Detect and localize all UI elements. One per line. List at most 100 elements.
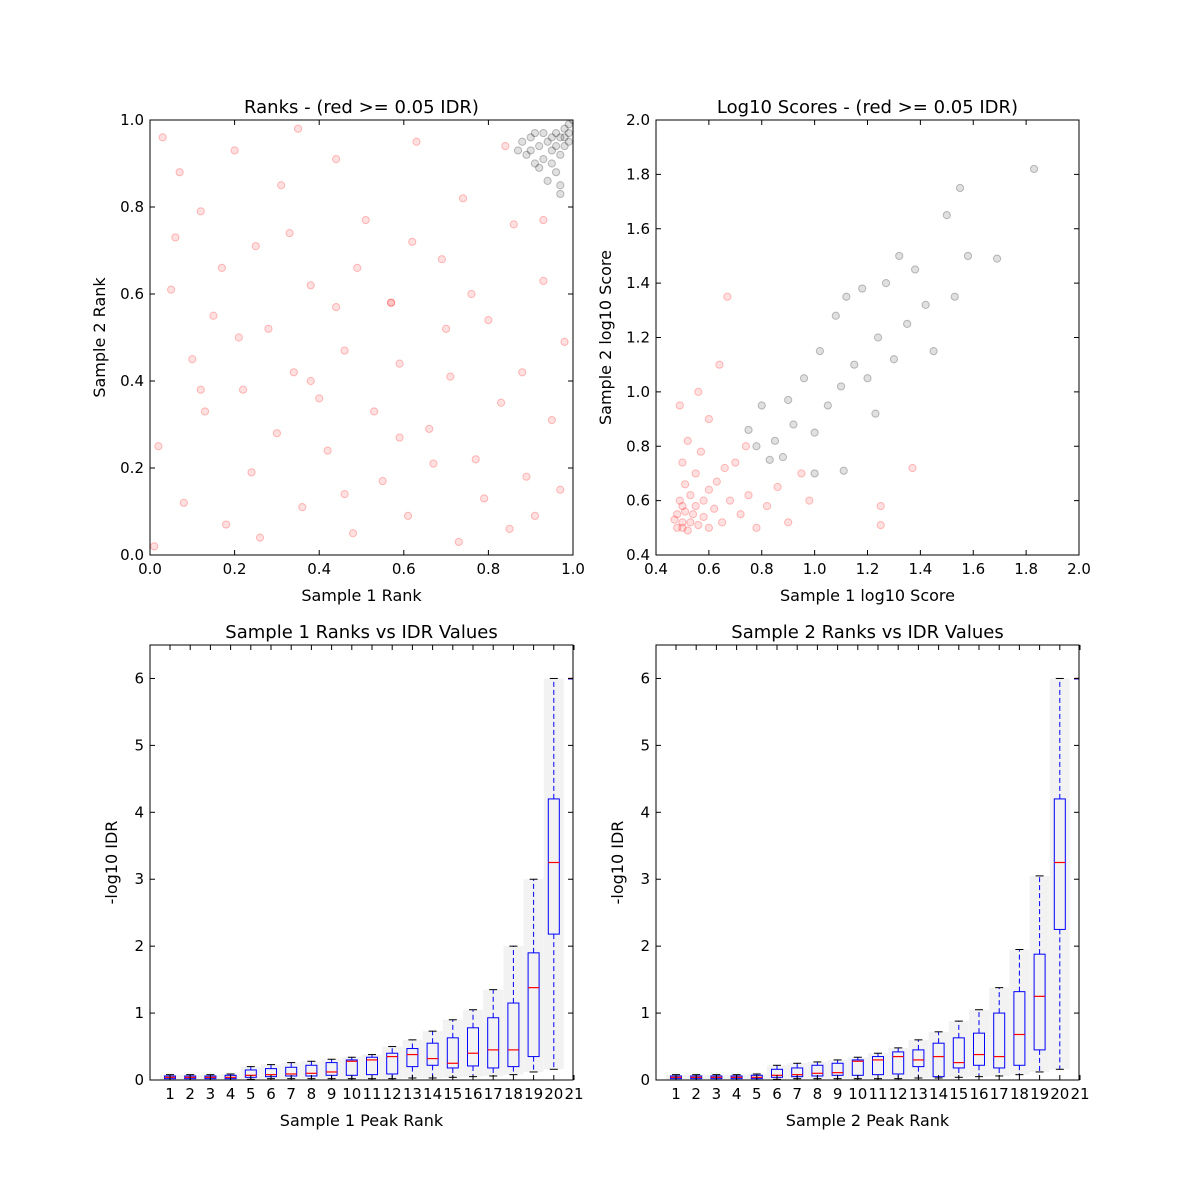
data-point bbox=[752, 523, 761, 532]
data-point bbox=[992, 254, 1002, 263]
data-point bbox=[412, 137, 421, 146]
y-tick-label: 0.8 bbox=[120, 198, 144, 216]
y-tick-label: 1 bbox=[640, 1004, 650, 1022]
data-point bbox=[704, 523, 713, 532]
box-body bbox=[892, 1051, 905, 1075]
data-point bbox=[535, 163, 544, 172]
x-tick-label: 7 bbox=[792, 1085, 802, 1103]
y-tick-label: 0.4 bbox=[626, 546, 650, 564]
data-point bbox=[678, 501, 687, 511]
x-tick-label: 16 bbox=[463, 1085, 482, 1103]
data-point bbox=[551, 128, 561, 138]
data-point bbox=[686, 518, 695, 527]
data-point bbox=[539, 128, 548, 138]
x-tick-label: 1 bbox=[165, 1085, 175, 1103]
x-tick-label: 21 bbox=[1070, 1085, 1089, 1103]
x-tick-label: 20 bbox=[544, 1085, 563, 1103]
data-point bbox=[744, 425, 753, 435]
data-point bbox=[230, 146, 239, 155]
data-point bbox=[484, 316, 493, 325]
data-point bbox=[518, 368, 527, 377]
data-point bbox=[921, 300, 930, 309]
data-point bbox=[530, 128, 540, 138]
x-tick-label: 18 bbox=[1010, 1085, 1029, 1103]
data-point bbox=[773, 482, 782, 492]
data-point bbox=[757, 401, 766, 410]
x-tick-label: 11 bbox=[868, 1085, 887, 1103]
data-point bbox=[752, 442, 761, 451]
x-axis-label: Sample 1 log10 Score bbox=[780, 586, 955, 605]
data-point bbox=[467, 289, 476, 299]
x-tick-label: 12 bbox=[889, 1085, 908, 1103]
data-point bbox=[348, 529, 358, 538]
data-point bbox=[298, 503, 307, 512]
y-axis-label: -log10 IDR bbox=[608, 821, 627, 905]
density-band bbox=[483, 989, 504, 1076]
data-point bbox=[699, 512, 708, 522]
data-point bbox=[805, 496, 814, 505]
y-tick-label: 0.8 bbox=[626, 437, 650, 455]
x-tick-label: 2 bbox=[185, 1085, 195, 1103]
data-point bbox=[158, 133, 167, 142]
data-point bbox=[332, 302, 341, 312]
y-tick-label: 0 bbox=[640, 1071, 650, 1089]
density-band bbox=[503, 946, 524, 1075]
data-point bbox=[673, 523, 682, 532]
data-point bbox=[564, 120, 573, 129]
data-point bbox=[691, 501, 700, 511]
y-tick-label: 0 bbox=[134, 1071, 144, 1089]
data-point bbox=[387, 298, 396, 307]
data-point bbox=[272, 429, 281, 438]
data-point bbox=[696, 447, 706, 456]
data-point bbox=[217, 263, 227, 272]
x-tick-label: 19 bbox=[1030, 1085, 1049, 1103]
x-tick-label: 18 bbox=[504, 1085, 523, 1103]
plot-frame bbox=[149, 119, 574, 556]
data-point bbox=[378, 476, 387, 486]
data-point bbox=[543, 137, 552, 146]
data-point bbox=[810, 428, 819, 437]
data-point bbox=[704, 485, 713, 494]
data-point bbox=[910, 265, 920, 274]
data-point bbox=[810, 469, 819, 478]
data-point bbox=[683, 436, 692, 445]
data-point bbox=[509, 220, 518, 229]
x-tick-label: 4 bbox=[226, 1085, 236, 1103]
x-tick-label: 0.0 bbox=[138, 560, 162, 578]
y-tick-label: 1 bbox=[134, 1004, 144, 1022]
data-point bbox=[332, 155, 341, 164]
data-point bbox=[765, 455, 774, 464]
data-point bbox=[526, 133, 535, 142]
box-body bbox=[872, 1056, 884, 1076]
x-tick-label: 0.8 bbox=[750, 560, 774, 578]
data-point bbox=[175, 168, 184, 177]
data-point bbox=[425, 424, 434, 433]
box-body bbox=[386, 1052, 399, 1075]
data-point bbox=[712, 477, 721, 486]
data-point bbox=[255, 533, 265, 542]
box-20 bbox=[547, 677, 560, 1070]
data-point bbox=[908, 463, 917, 473]
data-point bbox=[850, 360, 859, 369]
box-17 bbox=[487, 989, 500, 1077]
x-tick-label: 2 bbox=[691, 1085, 701, 1103]
data-point bbox=[691, 469, 700, 478]
y-tick-label: 0.2 bbox=[120, 459, 144, 477]
data-point bbox=[678, 518, 687, 527]
x-tick-label: 10 bbox=[848, 1085, 867, 1103]
box-15 bbox=[446, 1019, 459, 1078]
data-point bbox=[556, 485, 565, 494]
x-tick-label: 5 bbox=[246, 1085, 256, 1103]
data-point bbox=[179, 498, 188, 507]
data-point bbox=[277, 181, 286, 190]
data-point bbox=[196, 385, 205, 394]
chart-title: Sample 2 Ranks vs IDR Values bbox=[731, 622, 1003, 643]
y-tick-label: 0.6 bbox=[120, 285, 144, 303]
data-point bbox=[370, 407, 379, 416]
y-tick-label: 2 bbox=[134, 937, 144, 955]
data-point bbox=[547, 416, 556, 425]
data-point bbox=[353, 263, 362, 272]
chart-title: Log10 Scores - (red >= 0.05 IDR) bbox=[717, 97, 1018, 118]
data-point bbox=[501, 142, 510, 151]
data-point bbox=[831, 311, 840, 320]
